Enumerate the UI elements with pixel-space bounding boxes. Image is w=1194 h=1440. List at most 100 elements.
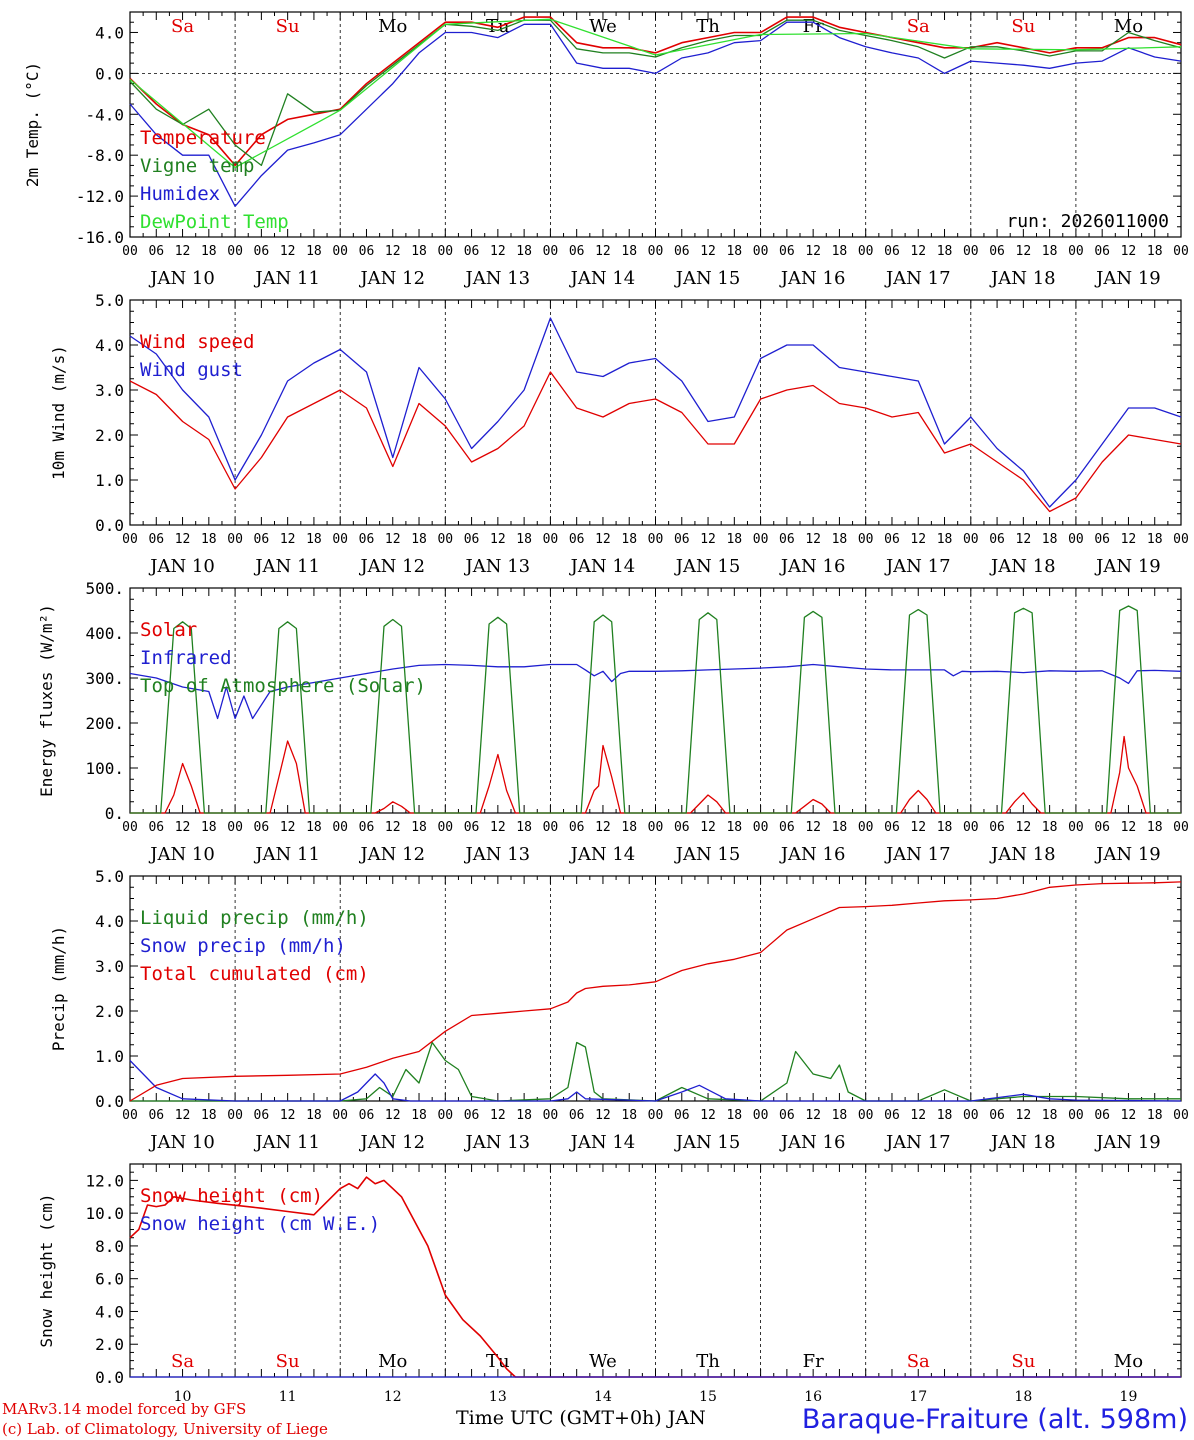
y-tick-label: 5.0 (95, 291, 124, 310)
hour-tick-label: 18 (201, 1108, 217, 1123)
hour-tick-label: 18 (832, 1108, 848, 1123)
hour-tick-label: 06 (1094, 1108, 1110, 1123)
x-axis-label: Time UTC (GMT+0h) JAN (456, 1407, 706, 1429)
hour-tick-label: 18 (832, 820, 848, 835)
hour-tick-label: 06 (989, 244, 1005, 259)
hour-tick-label: 00 (227, 532, 243, 547)
legend-entry-2: Infrared (140, 647, 232, 669)
hour-tick-label: 00 (1173, 244, 1189, 259)
day-label: JAN 11 (253, 556, 320, 577)
hour-tick-label: 18 (516, 244, 532, 259)
weekday-label: Su (276, 16, 300, 37)
hour-tick-label: 06 (884, 244, 900, 259)
hour-tick-label: 12 (385, 820, 401, 835)
hour-tick-label: 00 (1068, 820, 1084, 835)
day-label: JAN 11 (253, 1132, 320, 1153)
hour-tick-label: 12 (595, 532, 611, 547)
y-tick-label: 3.0 (95, 381, 124, 400)
y-axis-label: 2m Temp. (°C) (23, 62, 42, 187)
hour-tick-label: 12 (805, 820, 821, 835)
y-tick-label: 8.0 (95, 1237, 124, 1256)
series-line-2 (129, 19, 1182, 167)
hour-tick-label: 06 (254, 1108, 270, 1123)
hour-tick-label: 06 (779, 532, 795, 547)
run-label: run: 2026011000 (1006, 211, 1169, 232)
day-label: JAN 10 (148, 844, 215, 865)
y-tick-label: 4.0 (95, 23, 124, 42)
y-tick-label: 6.0 (95, 1270, 124, 1289)
hour-tick-label: 06 (779, 1108, 795, 1123)
day-number-label: 14 (594, 1389, 612, 1405)
hour-tick-label: 18 (411, 1108, 427, 1123)
hour-tick-label: 06 (1094, 532, 1110, 547)
hour-tick-label: 00 (332, 1108, 348, 1123)
hour-tick-label: 12 (700, 244, 716, 259)
hour-tick-label: 12 (805, 244, 821, 259)
hour-tick-label: 06 (884, 1108, 900, 1123)
hour-tick-label: 06 (884, 820, 900, 835)
y-tick-label: 200. (85, 714, 124, 733)
day-label: JAN 16 (779, 1132, 846, 1153)
day-label: JAN 15 (674, 268, 741, 289)
hour-tick-label: 12 (490, 532, 506, 547)
hour-tick-label: 12 (595, 244, 611, 259)
y-tick-label: -8.0 (85, 146, 124, 165)
legend-entry-3: Top of Atmosphere (Solar) (140, 675, 426, 697)
day-number-label: 19 (1120, 1389, 1138, 1405)
hour-tick-label: 12 (280, 820, 296, 835)
weekday-label: We (589, 16, 617, 37)
day-label: JAN 15 (674, 844, 741, 865)
day-label: JAN 19 (1094, 844, 1161, 865)
hour-tick-label: 18 (726, 1108, 742, 1123)
legend-entry-2: Snow precip (mm/h) (140, 935, 346, 957)
hour-tick-label: 00 (858, 244, 874, 259)
day-label: JAN 13 (464, 844, 531, 865)
hour-tick-label: 18 (1042, 820, 1058, 835)
hour-tick-label: 12 (1121, 1108, 1137, 1123)
y-tick-label: 1.0 (95, 471, 124, 490)
hour-tick-label: 00 (227, 244, 243, 259)
day-label: JAN 12 (358, 556, 425, 577)
station-title: Baraque-Fraiture (alt. 598m) (802, 1404, 1188, 1435)
hour-tick-label: 12 (805, 1108, 821, 1123)
day-label: JAN 14 (569, 1132, 636, 1153)
hour-tick-label: 00 (543, 244, 559, 259)
panel-1: -16.0 -12.0 -8.0 -4.0 0.0 4.0 2m Temp. (°C) 00 0… (23, 11, 1189, 289)
legend-entry-1: Temperature (140, 127, 266, 149)
hour-tick-label: 06 (569, 1108, 585, 1123)
weekday-label: Fr (803, 1351, 824, 1372)
hour-tick-label: 00 (753, 532, 769, 547)
hour-tick-label: 00 (963, 1108, 979, 1123)
weekday-label: Sa (907, 16, 930, 37)
y-tick-label: 2.0 (95, 426, 124, 445)
hour-tick-label: 00 (648, 244, 664, 259)
hour-tick-label: 06 (884, 532, 900, 547)
hour-tick-label: 06 (674, 820, 690, 835)
day-label: JAN 19 (1094, 268, 1161, 289)
weekday-label: Mo (1114, 16, 1143, 37)
hour-tick-label: 12 (280, 1108, 296, 1123)
y-axis-label: Precip (mm/h) (49, 926, 68, 1051)
hour-tick-label: 18 (832, 244, 848, 259)
hour-tick-label: 00 (1068, 1108, 1084, 1123)
hour-tick-label: 12 (175, 820, 191, 835)
panel-4: 0.0 1.0 2.0 3.0 4.0 5.0 Precip (mm/h) 00 06 12 18 J… (49, 867, 1189, 1153)
hour-tick-label: 00 (437, 244, 453, 259)
y-tick-label: 4.0 (95, 912, 124, 931)
hour-tick-label: 12 (175, 244, 191, 259)
y-axis-label: 10m Wind (m/s) (49, 345, 68, 480)
day-label: JAN 15 (674, 1132, 741, 1153)
hour-tick-label: 00 (332, 820, 348, 835)
hour-tick-label: 00 (753, 1108, 769, 1123)
day-label: JAN 11 (253, 844, 320, 865)
hour-tick-label: 00 (1173, 1108, 1189, 1123)
legend-entry-3: Total cumulated (cm) (140, 963, 369, 985)
hour-tick-label: 00 (332, 244, 348, 259)
hour-tick-label: 06 (359, 1108, 375, 1123)
day-label: JAN 16 (779, 844, 846, 865)
weekday-label: Mo (378, 1351, 407, 1372)
hour-tick-label: 12 (910, 820, 926, 835)
hour-tick-label: 18 (1147, 1108, 1163, 1123)
hour-tick-label: 06 (674, 532, 690, 547)
